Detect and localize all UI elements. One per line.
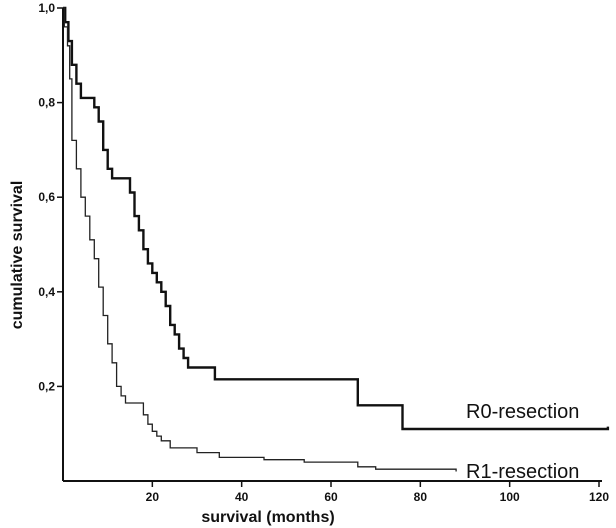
y-tick-label: 1,0 [38,1,55,15]
y-axis-title: cumulative survival [9,181,26,330]
x-axis-ticks: 20 40 60 80 100 120 [146,481,609,504]
x-tick-label: 40 [235,490,249,504]
series-label-r0: R0-resection [466,401,579,423]
series-labels: R0-resection R1-resection [466,401,579,483]
x-tick-label: 20 [146,490,160,504]
x-axis-title: survival (months) [201,509,334,526]
y-tick-label: 0,2 [38,379,55,393]
x-tick-label: 100 [500,490,520,504]
x-tick-label: 60 [324,490,338,504]
y-tick-label: 0,6 [38,190,55,204]
y-tick-label: 0,4 [38,285,55,299]
series-line-r1 [63,7,457,472]
y-axis-ticks: 0,2 0,4 0,6 0,8 1,0 [38,1,63,393]
x-tick-label: 120 [589,490,609,504]
series-label-r1: R1-resection [466,461,579,483]
series-line-r0 [63,6,610,431]
plot-area [63,6,610,472]
x-tick-label: 80 [414,490,428,504]
y-tick-label: 0,8 [38,96,55,110]
